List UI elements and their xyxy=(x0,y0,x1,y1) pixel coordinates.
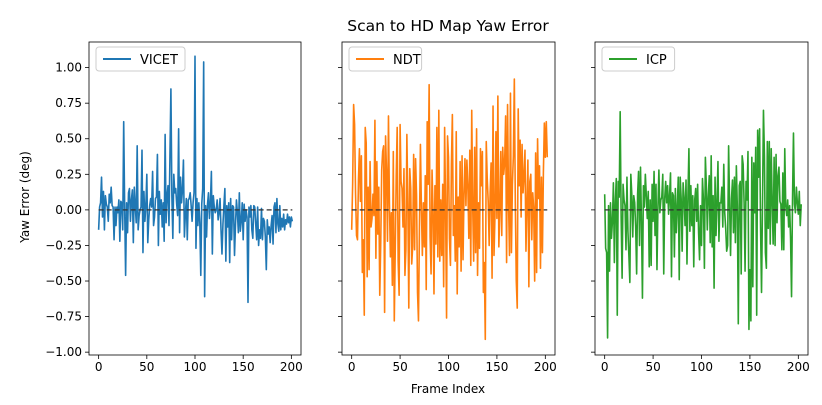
legend-box xyxy=(601,46,676,72)
y-tick-label: −0.75 xyxy=(45,310,82,324)
y-tick-label: −0.25 xyxy=(45,238,82,252)
x-tick-label: 150 xyxy=(485,360,508,374)
subplot-1: 0 50 100 150 200 −1.00 −0.75 −0.50 −0.25 0.00 0.25… xyxy=(45,41,303,374)
legend-box xyxy=(348,46,423,72)
x-tick-label: 50 xyxy=(139,360,154,374)
x-tick-label: 100 xyxy=(437,360,460,374)
x-tick-label: 100 xyxy=(690,360,713,374)
figure-title: Scan to HD Map Yaw Error xyxy=(347,17,549,35)
subplot-2: 0 50 100 150 200 NDT xyxy=(338,41,557,374)
x-tick-label: 50 xyxy=(645,360,660,374)
subplot-3: 0 50 100 150 200 ICP xyxy=(591,41,810,374)
x-tick-label: 150 xyxy=(232,360,255,374)
y-tick-label: 0.25 xyxy=(55,167,82,181)
axes-frame xyxy=(341,41,556,356)
y-tick-label: 0.50 xyxy=(55,132,82,146)
x-tick-label: 0 xyxy=(601,360,609,374)
x-tick-label: 0 xyxy=(95,360,103,374)
y-tick-label: 0.75 xyxy=(55,96,82,110)
legend-label: NDT xyxy=(393,53,421,68)
legend: ICP xyxy=(601,46,676,72)
axes-frame xyxy=(88,41,302,356)
legend-box xyxy=(95,46,186,72)
x-tick-label: 0 xyxy=(348,360,356,374)
y-tick-label: −1.00 xyxy=(45,345,82,359)
series-line-icp xyxy=(603,109,803,339)
y-axis-label: Yaw Error (deg) xyxy=(18,151,32,244)
x-tick-label: 200 xyxy=(787,360,810,374)
x-tick-label: 200 xyxy=(534,360,557,374)
y-tick-label: −0.50 xyxy=(45,274,82,288)
legend: NDT xyxy=(348,46,423,72)
legend-label: ICP xyxy=(646,53,667,68)
legend-label: VICET xyxy=(140,53,178,68)
x-axis-label: Frame Index xyxy=(411,382,485,396)
x-tick-label: 50 xyxy=(392,360,407,374)
y-tick-label: 0.00 xyxy=(55,203,82,217)
subplot-panels: 0 50 100 150 200 −1.00 −0.75 −0.50 −0.25 0.00 0.25… xyxy=(45,41,810,374)
x-tick-label: 200 xyxy=(280,360,303,374)
series-line-vicet xyxy=(97,55,294,304)
series-line-ndt xyxy=(350,78,549,341)
y-tick-label: 1.00 xyxy=(55,61,82,75)
legend: VICET xyxy=(95,46,186,72)
x-tick-label: 100 xyxy=(184,360,207,374)
x-tick-label: 150 xyxy=(738,360,761,374)
axes-frame xyxy=(594,41,809,356)
